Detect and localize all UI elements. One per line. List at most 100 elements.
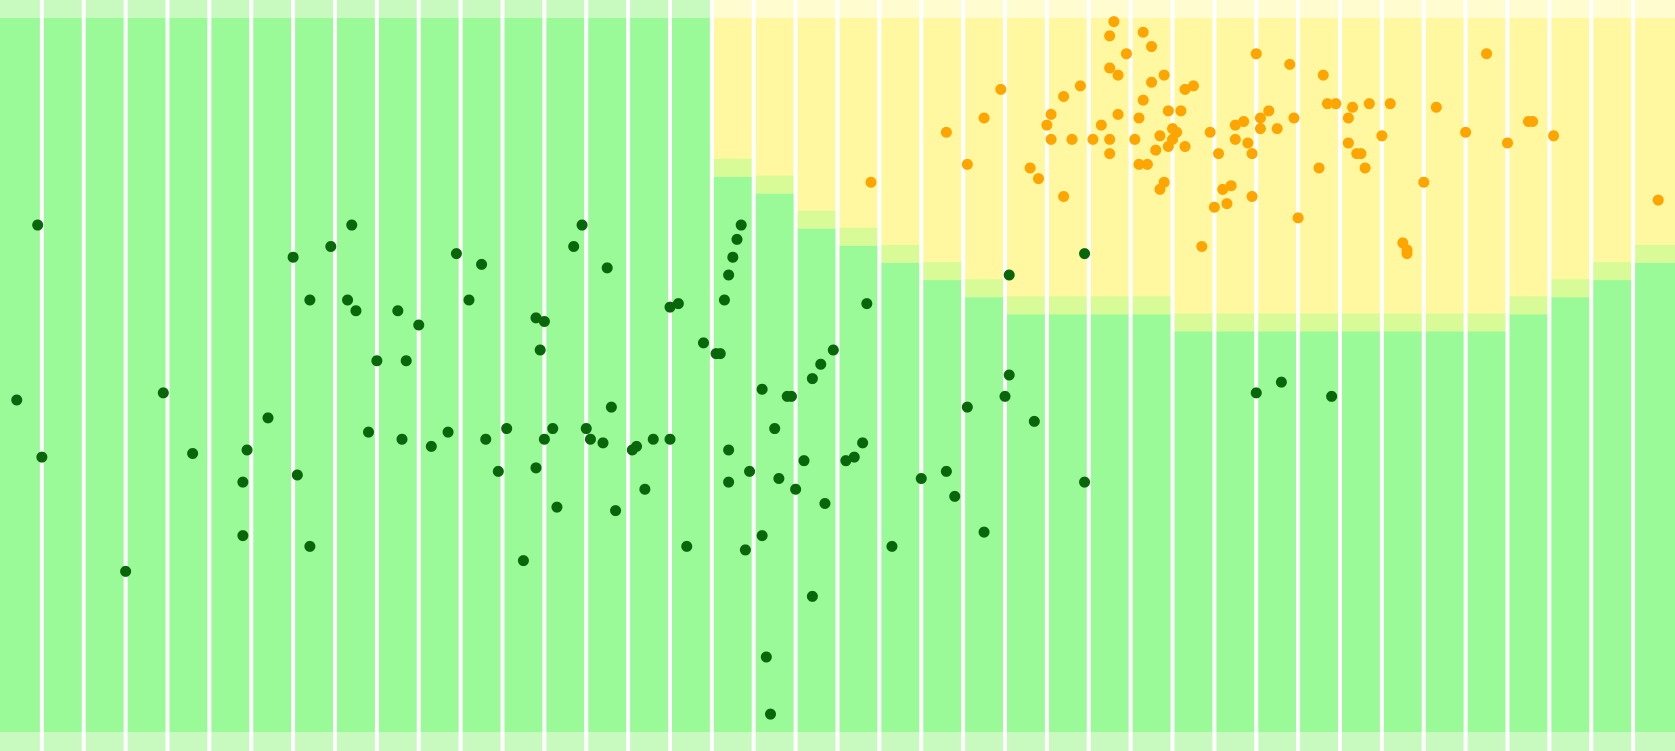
class-b-point [1196, 240, 1208, 252]
class-b-point [1179, 141, 1191, 153]
boundary-band [753, 175, 796, 194]
class-a-point [187, 448, 199, 460]
boundary-band [1507, 296, 1550, 315]
column-top-strip [921, 0, 964, 18]
class-a-region [251, 18, 294, 732]
class-a-point [961, 401, 973, 413]
column-separator [1212, 0, 1217, 751]
class-a-point [940, 465, 952, 477]
class-b-point [1246, 191, 1258, 202]
column-top-strip [963, 0, 1005, 18]
class-a-point [806, 373, 818, 385]
class-b-point [1355, 148, 1367, 160]
boundary-band [795, 210, 838, 229]
class-a-point [287, 251, 299, 263]
class-a-region [753, 193, 796, 733]
class-b-region [1088, 18, 1131, 315]
class-b-point [1284, 58, 1296, 70]
column-separator [165, 0, 170, 751]
class-a-point [978, 526, 990, 538]
boundary-band [921, 262, 964, 281]
class-a-region [1591, 280, 1634, 732]
column-separator [207, 0, 212, 751]
class-b-point [1087, 133, 1099, 145]
class-a-region [1549, 297, 1592, 732]
class-a-point [530, 312, 542, 324]
column-top-strip [1633, 0, 1675, 18]
class-b-point [1112, 108, 1124, 120]
class-a-region [586, 18, 629, 732]
class-b-point [1171, 126, 1183, 138]
class-a-point [723, 444, 735, 456]
class-a-point [672, 298, 684, 310]
class-a-point [760, 651, 772, 663]
class-a-point [698, 337, 709, 349]
class-b-points [865, 16, 1664, 260]
class-b-point [1187, 80, 1199, 92]
class-a-point [538, 433, 550, 445]
class-a-region [502, 18, 545, 732]
class-b-point [1120, 48, 1132, 60]
class-a-point [568, 240, 580, 252]
class-b-region [837, 18, 880, 246]
class-b-point [1108, 16, 1120, 28]
class-a-point [790, 483, 802, 495]
class-a-region [83, 18, 126, 732]
class-a-point [517, 555, 529, 567]
column-separator [1338, 0, 1342, 751]
column-separator [1170, 0, 1175, 751]
class-a-point [1003, 369, 1015, 381]
class-b-point [1430, 101, 1442, 113]
column-separator [877, 0, 882, 751]
class-a-point [492, 465, 504, 477]
class-a-point [806, 590, 818, 602]
class-a-point [262, 412, 274, 424]
class-a-point [291, 469, 303, 481]
class-a-point [237, 476, 249, 488]
column-top-strip [1214, 0, 1257, 18]
column-separator [291, 0, 296, 751]
class-b-region [1381, 18, 1424, 332]
class-b-point [1347, 101, 1359, 113]
class-b-point [1652, 194, 1664, 206]
class-b-point [1137, 94, 1149, 106]
class-a-points [11, 219, 1338, 720]
column-top-strip [1256, 0, 1299, 18]
class-b-point [1221, 198, 1233, 210]
class-a-region [335, 18, 377, 732]
class-b-point [1548, 130, 1560, 142]
class-b-point [1112, 69, 1124, 81]
class-a-point [848, 451, 860, 463]
class-b-point [1141, 158, 1153, 170]
class-a-region [376, 18, 419, 732]
class-a-region [628, 18, 670, 732]
boundary-band [1591, 262, 1634, 281]
column-top-strip [795, 0, 838, 18]
column-top-strip [1591, 0, 1634, 18]
column-separator [1254, 0, 1259, 751]
class-a-point [530, 462, 542, 474]
class-a-point [664, 433, 676, 445]
class-a-point [857, 437, 869, 449]
class-a-point [237, 530, 249, 542]
class-b-point [1058, 191, 1070, 202]
class-a-region [209, 18, 252, 732]
class-a-region [879, 262, 922, 732]
class-a-point [723, 269, 735, 281]
class-b-point [1317, 69, 1329, 81]
class-a-point [476, 258, 488, 270]
column-top-strip [1381, 0, 1424, 18]
class-a-region [1256, 331, 1299, 732]
class-b-point [1045, 133, 1057, 145]
column-separator [919, 0, 924, 751]
class-a-point [576, 219, 588, 231]
class-a-point [798, 455, 810, 467]
class-a-point [501, 423, 513, 435]
boundary-band [1298, 313, 1340, 332]
column-top-strip [1046, 0, 1089, 18]
boundary-band [1633, 244, 1675, 263]
column-top-strip [1465, 0, 1508, 18]
column-separator [751, 0, 756, 751]
class-a-point [827, 344, 839, 356]
